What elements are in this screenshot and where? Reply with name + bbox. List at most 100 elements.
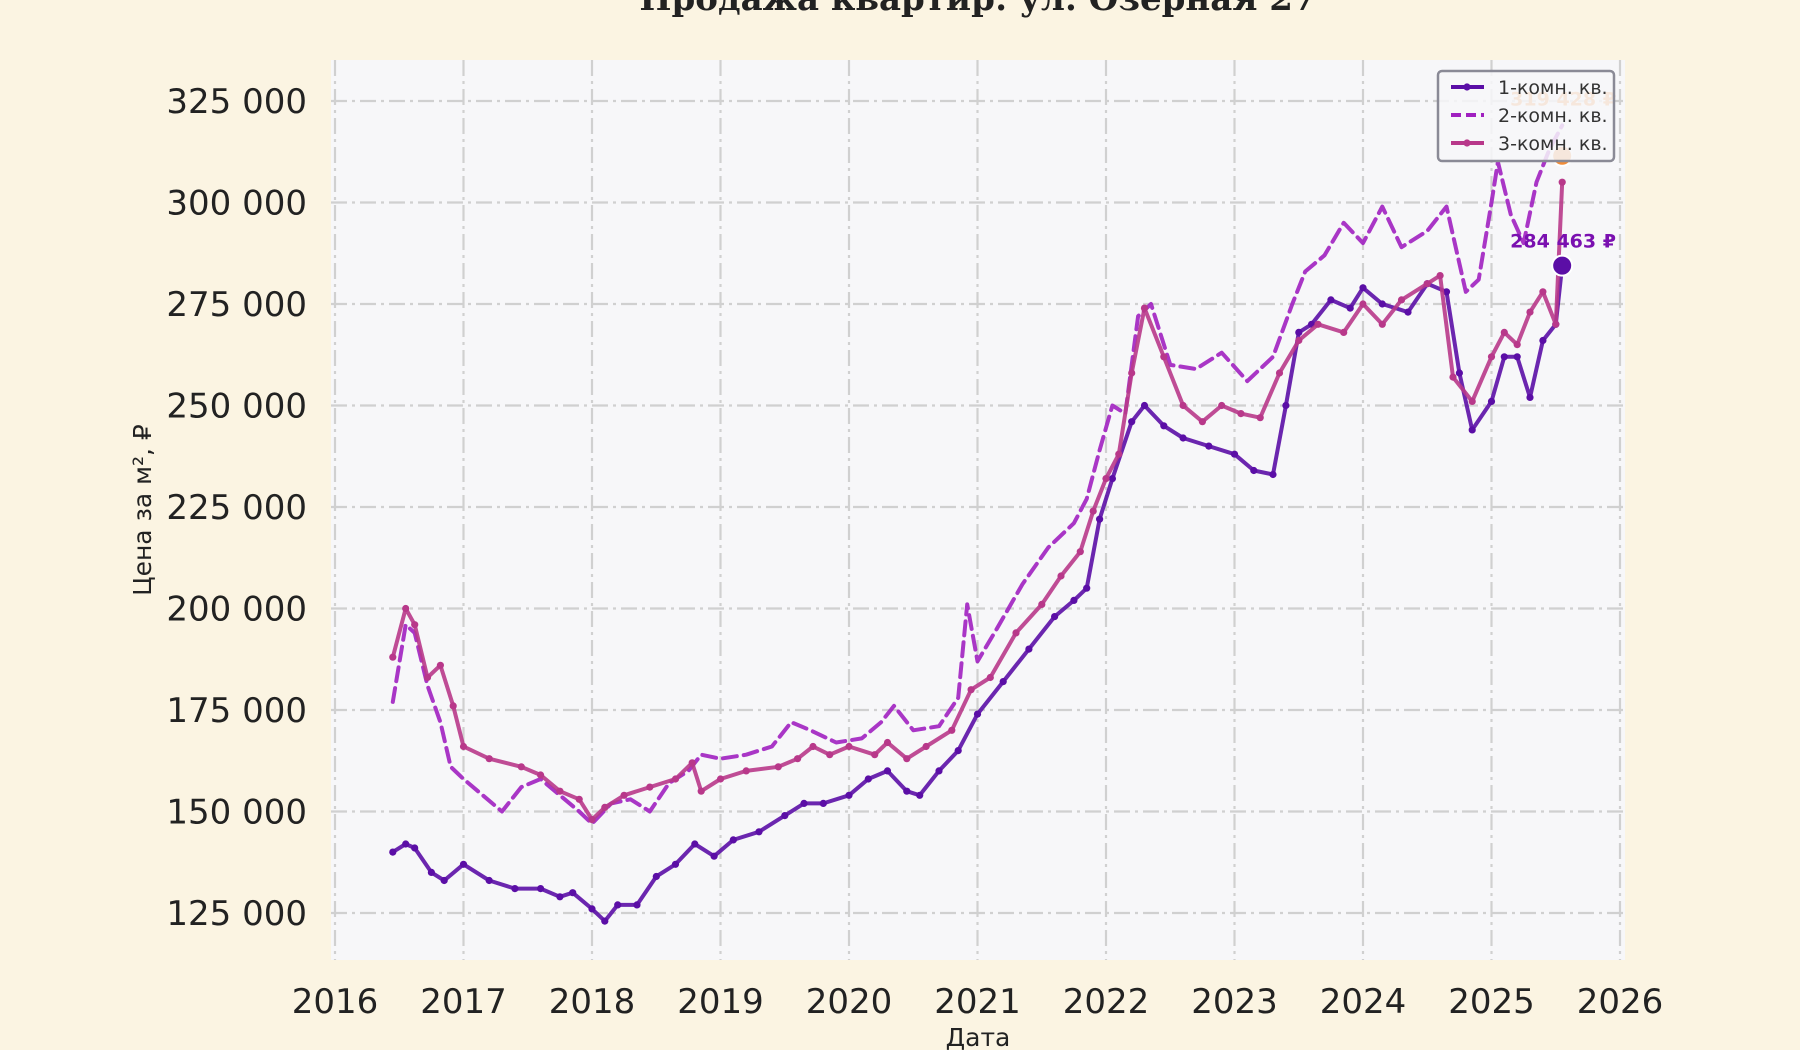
- series-3-point: [1314, 320, 1322, 328]
- series-1-point: [1404, 308, 1412, 316]
- series-1-point: [800, 799, 808, 808]
- series-3-point: [1436, 272, 1444, 280]
- series-3-point: [459, 742, 468, 751]
- series-1-point: [614, 901, 622, 909]
- series-1-point: [1205, 442, 1213, 450]
- series-line-1: [390, 263, 1565, 924]
- series-3-point: [646, 783, 654, 791]
- series-3-point: [1487, 353, 1496, 361]
- series-3-point: [1275, 369, 1284, 377]
- series-1-point: [1346, 304, 1354, 312]
- y-tick-label: 175 000: [166, 691, 307, 731]
- x-tick-label: 2019: [677, 982, 764, 1022]
- x-tick-label: 2020: [806, 982, 893, 1022]
- x-tick-label: 2017: [420, 982, 507, 1022]
- series-3-point: [1423, 280, 1431, 288]
- series-1-point: [1359, 284, 1367, 292]
- series-3-point: [1397, 296, 1406, 304]
- series-1-point: [864, 775, 872, 783]
- series-3-point: [697, 787, 705, 795]
- legend-label-3: 3-комн. кв.: [1498, 133, 1608, 155]
- x-tick-label: 2018: [549, 982, 636, 1022]
- series-1-point: [935, 767, 943, 775]
- series-1-point: [973, 710, 982, 718]
- series-group: [389, 123, 1566, 925]
- series-1-point: [1442, 288, 1451, 296]
- series-3-point: [809, 742, 817, 751]
- series-3-point: [1218, 401, 1226, 410]
- series-1-point: [1230, 450, 1239, 458]
- series-1-point: [1455, 369, 1463, 377]
- series-3-point: [1115, 450, 1123, 458]
- y-tick-label: 275 000: [166, 285, 307, 325]
- series-3-point: [556, 787, 564, 795]
- series-3-point: [1500, 328, 1508, 336]
- series-3-point: [1237, 410, 1245, 418]
- series-1-point: [999, 678, 1007, 686]
- series-1-point: [1108, 475, 1116, 483]
- series-3-point: [1076, 548, 1084, 556]
- value-annotation-1: 284 463 ₽: [1510, 231, 1616, 253]
- x-tick-label: 2026: [1577, 982, 1664, 1022]
- series-1-point: [1179, 434, 1187, 442]
- series-3-point: [411, 621, 419, 629]
- y-tick-label: 150 000: [166, 793, 307, 833]
- series-3-point: [1539, 288, 1547, 296]
- series-1-point: [729, 836, 737, 844]
- legend: 1-комн. кв. 2-комн. кв. 3-комн. кв.: [1436, 69, 1616, 163]
- series-1-point: [1083, 584, 1091, 592]
- series-3-point: [1256, 414, 1264, 422]
- series-3-point: [1179, 401, 1187, 410]
- series-3-point: [716, 775, 725, 783]
- series-3-point: [517, 763, 525, 771]
- x-tick-label: 2023: [1191, 982, 1278, 1022]
- series-1-point: [671, 860, 680, 868]
- series-1-point: [1468, 426, 1476, 434]
- series-3-point: [883, 738, 892, 747]
- series-1-point: [1025, 645, 1033, 653]
- series-3-point: [967, 686, 975, 694]
- series-3-point: [423, 673, 432, 682]
- series-3-point: [485, 755, 493, 763]
- series-1-point: [755, 828, 763, 836]
- series-1-point: [1539, 336, 1547, 345]
- x-tick-label: 2024: [1320, 982, 1407, 1022]
- series-3-point: [588, 816, 596, 824]
- series-3-point: [845, 742, 853, 751]
- series-1-point: [485, 876, 493, 885]
- series-3-point: [986, 673, 994, 682]
- end-marker-1: [1551, 254, 1574, 277]
- series-3-point: [537, 771, 545, 779]
- series-1-point: [1513, 353, 1521, 361]
- series-1-point: [1269, 470, 1277, 479]
- series-1-point: [1160, 422, 1168, 430]
- chart-title: Продажа квартир: ул. Озерная 27: [639, 0, 1316, 19]
- series-1-point: [459, 860, 468, 868]
- series-1-point: [1295, 328, 1303, 336]
- x-axis-label: Дата: [946, 1023, 1011, 1050]
- y-tick-label: 125 000: [166, 894, 307, 934]
- series-1-point: [710, 852, 718, 860]
- series-1-point: [440, 876, 448, 885]
- series-3-point: [671, 775, 680, 783]
- series-1-point: [1051, 613, 1059, 621]
- series-1-point: [954, 747, 962, 755]
- legend-swatch-marker-1: [1463, 83, 1471, 91]
- series-1-point: [1096, 515, 1104, 523]
- series-3-point: [903, 755, 911, 763]
- series-3-point: [436, 661, 444, 669]
- y-tick-label: 300 000: [166, 184, 307, 224]
- series-1-point: [1378, 300, 1386, 308]
- series-3-point: [1552, 320, 1560, 328]
- x-tick-label: 2016: [292, 982, 379, 1022]
- y-tick-label: 250 000: [166, 387, 307, 427]
- x-tick-label: 2021: [934, 982, 1021, 1022]
- series-3-point: [1160, 353, 1168, 361]
- series-1-point: [427, 868, 435, 877]
- series-1-point: [633, 901, 641, 909]
- series-1-point: [411, 844, 419, 852]
- series-3-point: [922, 742, 930, 751]
- series-1-point: [1526, 393, 1534, 401]
- series-3-point: [1558, 178, 1566, 186]
